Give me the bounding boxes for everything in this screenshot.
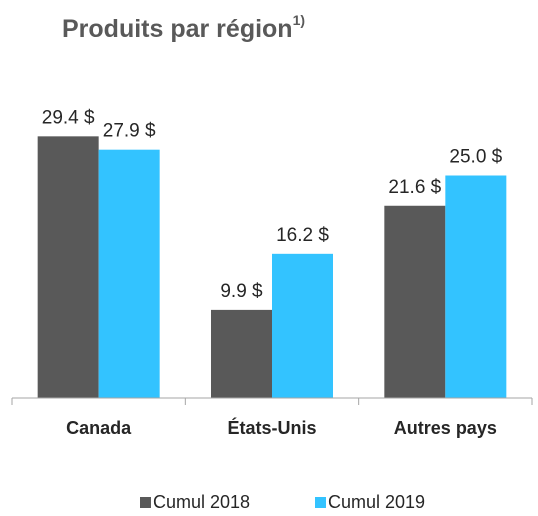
- title-note: 1): [293, 12, 305, 28]
- value-label: 29.4 $: [42, 107, 95, 128]
- chart-title: Produits par région1): [62, 12, 305, 43]
- legend-label: Cumul 2018: [153, 492, 250, 512]
- value-label: 25.0 $: [449, 147, 502, 168]
- bar: [384, 205, 446, 398]
- x-tick-label: Canada: [66, 418, 132, 438]
- x-tick-label: États-Unis: [227, 417, 316, 438]
- legend-label: Cumul 2019: [328, 492, 425, 512]
- bar: [98, 149, 160, 398]
- bar: [445, 175, 507, 398]
- x-tick-label: Autres pays: [394, 418, 497, 438]
- legend-swatch: [315, 497, 326, 508]
- legend-swatch: [140, 497, 151, 508]
- bar: [37, 136, 99, 398]
- value-label: 9.9 $: [220, 281, 263, 302]
- title-text: Produits par région: [62, 15, 293, 43]
- bar: [211, 309, 272, 398]
- value-label: 16.2 $: [276, 225, 329, 246]
- value-label: 27.9 $: [103, 121, 156, 142]
- value-label: 21.6 $: [388, 177, 441, 198]
- bar: [272, 253, 333, 398]
